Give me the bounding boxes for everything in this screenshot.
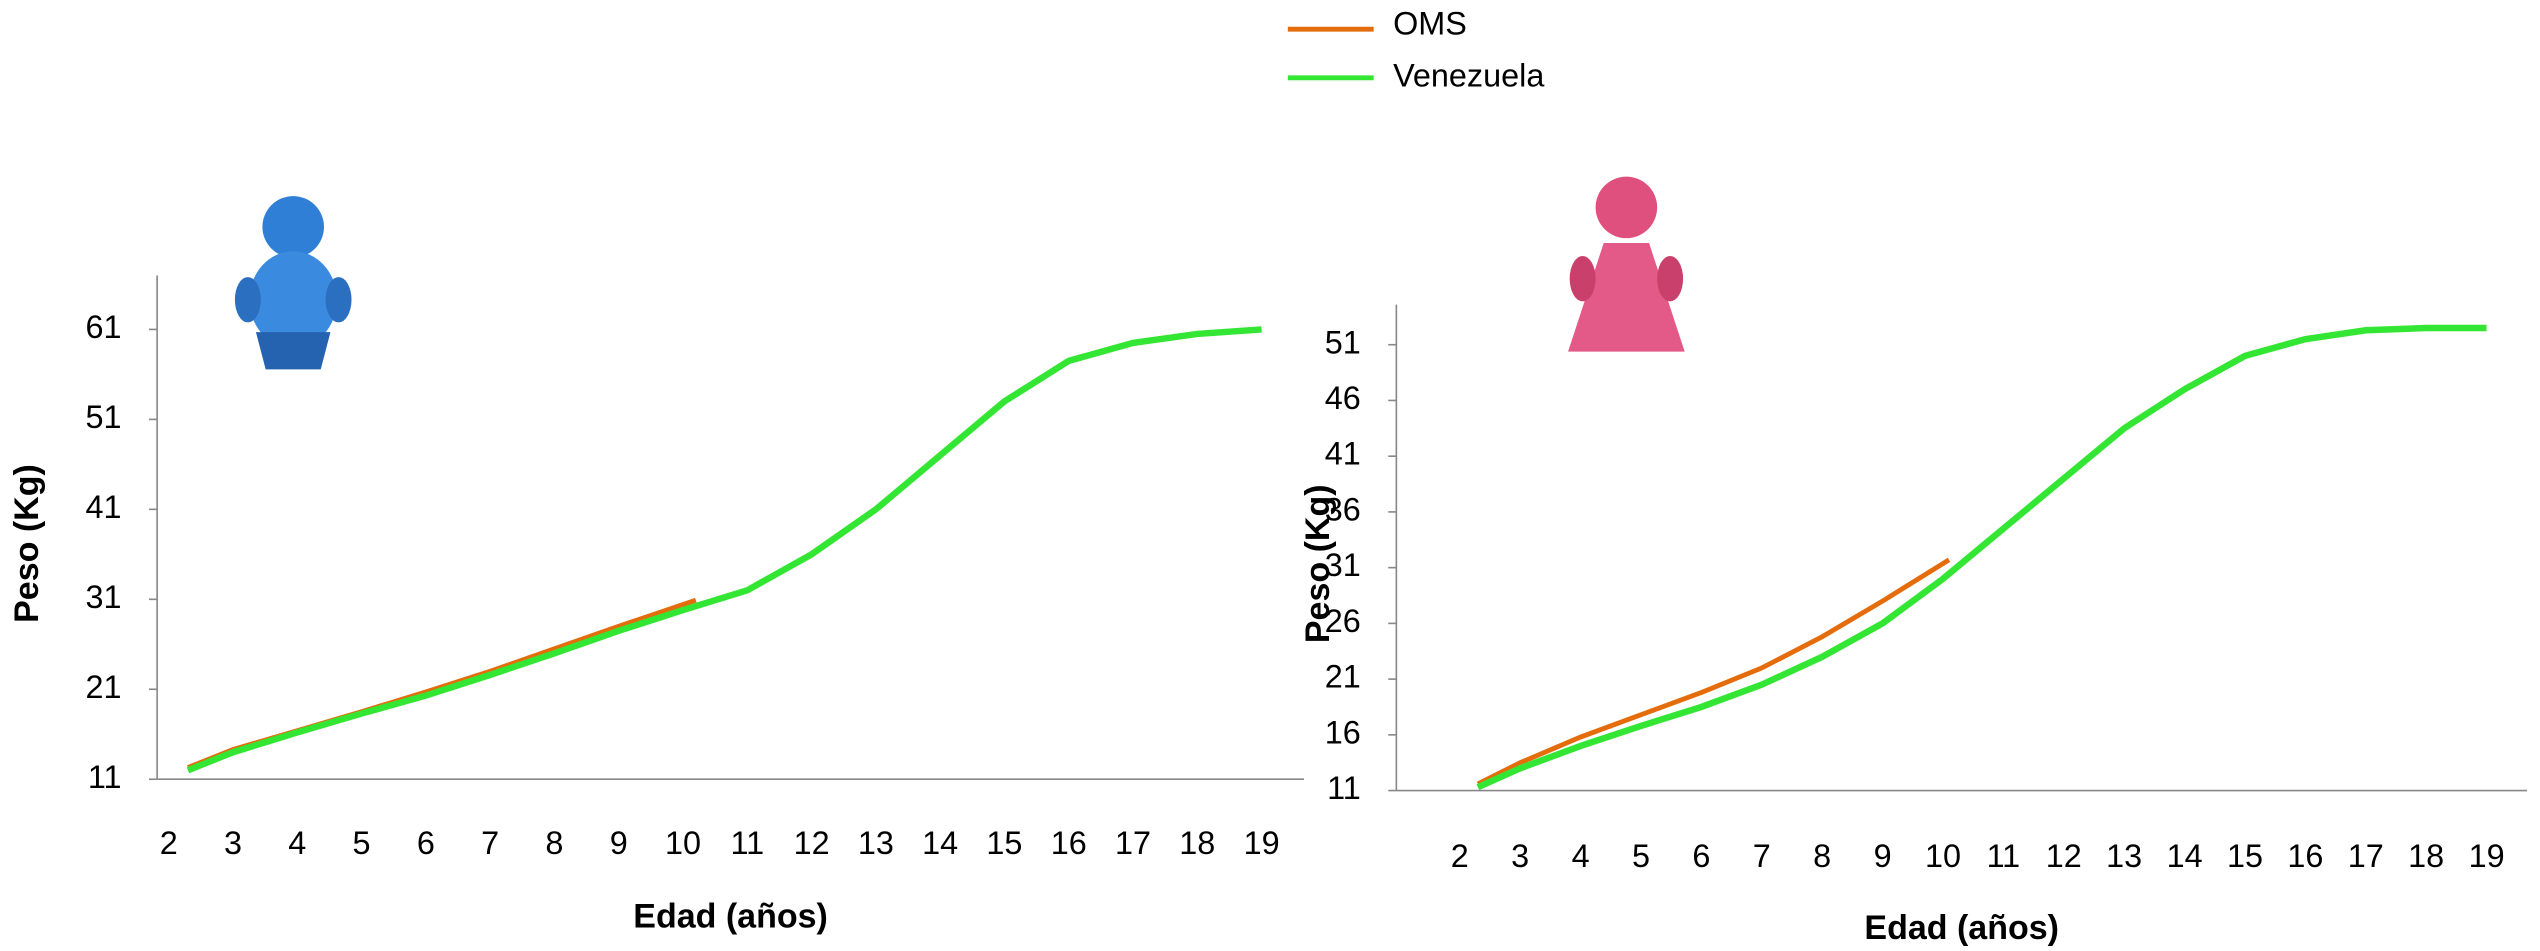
- x-tick-label: 17: [1115, 825, 1151, 861]
- x-tick-label: 14: [922, 825, 958, 861]
- x-tick-label: 2: [1451, 838, 1469, 874]
- x-tick-label: 14: [2167, 838, 2203, 874]
- y-tick-label: 51: [1325, 324, 1361, 360]
- x-tick-label: 11: [1987, 838, 2021, 874]
- y-tick-label: 11: [1327, 770, 1361, 806]
- y-tick-label: 16: [1325, 714, 1361, 750]
- x-tick-label: 5: [353, 825, 371, 861]
- y-axis-title: Peso (Kg): [1299, 484, 1337, 643]
- y-tick-label: 21: [1325, 659, 1361, 695]
- y-tick-label: 41: [85, 489, 121, 525]
- x-tick-label: 10: [1925, 838, 1961, 874]
- x-tick-label: 13: [858, 825, 894, 861]
- y-tick-label: 26: [1325, 603, 1361, 639]
- girl-icon: [1568, 176, 1685, 352]
- y-tick-label: 11: [88, 759, 122, 795]
- x-tick-label: 18: [2408, 838, 2444, 874]
- x-tick-label: 19: [1244, 825, 1280, 861]
- x-tick-label: 19: [2469, 838, 2505, 874]
- x-tick-label: 10: [665, 825, 701, 861]
- x-tick-label: 9: [1874, 838, 1892, 874]
- y-tick-label: 46: [1325, 380, 1361, 416]
- legend-label: Venezuela: [1393, 57, 1544, 93]
- x-tick-label: 7: [481, 825, 499, 861]
- x-axis-title: Edad (años): [1864, 909, 2059, 947]
- x-tick-label: 17: [2348, 838, 2384, 874]
- y-tick-label: 41: [1325, 436, 1361, 472]
- x-axis-title: Edad (años): [633, 898, 828, 936]
- x-tick-label: 12: [2046, 838, 2082, 874]
- boy-icon: [234, 196, 352, 370]
- x-tick-label: 15: [2227, 838, 2263, 874]
- x-tick-label: 4: [288, 825, 306, 861]
- x-tick-label: 15: [986, 825, 1022, 861]
- x-tick-label: 3: [224, 825, 242, 861]
- y-tick-label: 31: [85, 579, 121, 615]
- x-tick-label: 3: [1511, 838, 1529, 874]
- x-tick-label: 12: [794, 825, 830, 861]
- y-tick-label: 61: [85, 309, 121, 345]
- x-tick-label: 8: [545, 825, 563, 861]
- y-tick-label: 36: [1325, 491, 1361, 527]
- x-tick-label: 7: [1753, 838, 1771, 874]
- legend-label: OMS: [1393, 6, 1467, 42]
- x-tick-label: 16: [1051, 825, 1087, 861]
- x-tick-label: 16: [2287, 838, 2323, 874]
- x-tick-label: 9: [610, 825, 628, 861]
- y-tick-label: 31: [1325, 547, 1361, 583]
- legend: OMS Venezuela: [1287, 6, 1544, 93]
- x-tick-label: 8: [1813, 838, 1831, 874]
- x-tick-label: 6: [1692, 838, 1710, 874]
- x-tick-label: 4: [1572, 838, 1590, 874]
- y-tick-label: 51: [85, 399, 121, 435]
- x-tick-label: 5: [1632, 838, 1650, 874]
- x-tick-label: 13: [2106, 838, 2142, 874]
- series-line: [186, 326, 1262, 774]
- x-tick-label: 6: [417, 825, 435, 861]
- x-tick-label: 11: [730, 825, 764, 861]
- y-axis-title: Peso (Kg): [8, 464, 46, 623]
- y-tick-label: 21: [85, 669, 121, 705]
- x-tick-label: 2: [160, 825, 178, 861]
- series-line: [1476, 557, 1951, 787]
- x-tick-label: 18: [1179, 825, 1215, 861]
- series-line: [1476, 324, 2487, 791]
